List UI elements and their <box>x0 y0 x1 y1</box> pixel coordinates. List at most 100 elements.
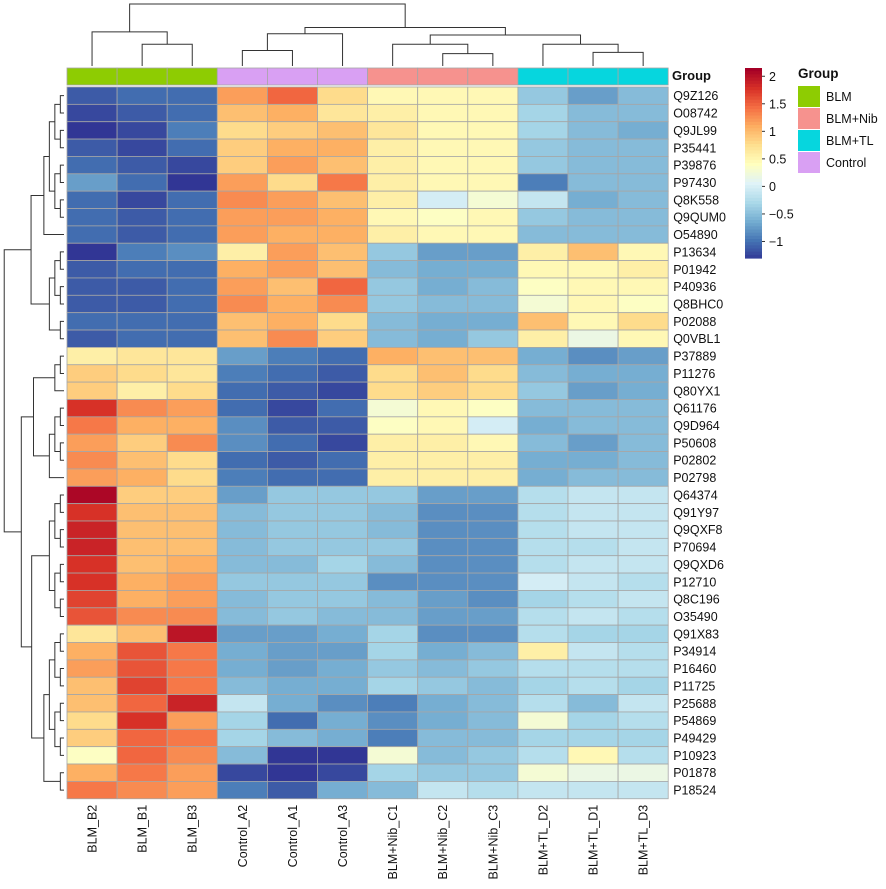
heatmap-cell <box>317 138 368 157</box>
colorbar-segment <box>745 216 762 221</box>
heatmap-cell <box>367 208 419 227</box>
legend-swatch <box>798 108 820 129</box>
heatmap-cell <box>266 746 318 765</box>
heatmap-cell <box>367 607 419 626</box>
heatmap-cell <box>266 728 318 748</box>
dendrogram-branch <box>59 563 64 583</box>
heatmap-cell <box>617 103 669 123</box>
heatmap-cell <box>216 364 268 383</box>
heatmap-cell <box>66 763 118 782</box>
colorbar-segment <box>745 175 762 180</box>
group-annotation-cell <box>317 67 368 86</box>
heatmap-cell <box>216 468 268 487</box>
heatmap-cell <box>266 503 318 522</box>
heatmap-cell <box>116 711 168 730</box>
heatmap-cell <box>467 659 519 678</box>
heatmap-cell <box>417 572 469 591</box>
heatmap-cell <box>417 416 469 435</box>
heatmap-cell <box>567 503 619 522</box>
heatmap-cell <box>216 277 268 296</box>
heatmap-cell <box>617 364 669 383</box>
heatmap-cell <box>617 746 669 765</box>
heatmap-cell <box>517 537 569 557</box>
heatmap-cell <box>216 711 268 730</box>
heatmap-cell <box>66 173 118 192</box>
heatmap-cell <box>66 468 118 487</box>
heatmap-cell <box>317 399 368 418</box>
heatmap-cell <box>367 381 419 400</box>
heatmap-cell <box>266 103 318 123</box>
heatmap-cell <box>317 381 368 400</box>
dendrogram-branch <box>30 195 50 305</box>
heatmap-cell <box>66 433 118 452</box>
dendrogram-branch <box>59 598 64 617</box>
heatmap-cell <box>66 86 118 105</box>
heatmap-cell <box>66 572 118 591</box>
heatmap-cell <box>317 329 368 348</box>
dendrogram-branch <box>59 355 64 374</box>
heatmap-cell <box>367 746 419 765</box>
heatmap-cell <box>216 329 268 348</box>
heatmap-cell <box>367 555 419 574</box>
heatmap-cell <box>66 781 118 800</box>
heatmap-cell <box>266 468 318 487</box>
heatmap-cell <box>467 711 519 730</box>
legend-label: BLM+Nib <box>826 112 878 126</box>
heatmap-cell <box>517 346 569 366</box>
heatmap-cell <box>517 381 569 400</box>
heatmap-cell <box>517 572 569 591</box>
heatmap-cell <box>467 225 519 244</box>
heatmap-cell <box>317 485 368 505</box>
dendrogram-branch <box>54 572 61 609</box>
colorbar-segment <box>745 239 762 243</box>
heatmap-cell <box>617 346 669 366</box>
row-label: Q9JL99 <box>673 124 717 138</box>
heatmap-cell <box>417 190 469 209</box>
heatmap-cell <box>266 676 318 695</box>
colorbar-segment <box>745 131 762 136</box>
heatmap-cell <box>66 728 118 748</box>
heatmap-cell <box>567 433 619 452</box>
heatmap-cell <box>266 572 318 591</box>
heatmap-cell <box>116 86 168 105</box>
heatmap-cell <box>367 312 419 331</box>
colorbar-segment <box>745 232 762 237</box>
heatmap-cell <box>317 676 368 695</box>
colorbar-segment <box>745 99 762 104</box>
heatmap-cell <box>417 329 469 348</box>
heatmap-cell <box>66 329 118 348</box>
heatmap-cell <box>66 503 118 522</box>
row-label: P01878 <box>673 766 716 780</box>
heatmap-cell <box>517 485 569 505</box>
heatmap-cell <box>116 138 168 157</box>
heatmap-cell <box>216 607 268 626</box>
heatmap-cell <box>66 555 118 574</box>
heatmap-cell <box>517 468 569 487</box>
heatmap-cell <box>417 659 469 678</box>
legend-label: Control <box>826 156 866 170</box>
dendrogram-branch <box>59 529 64 548</box>
heatmap-cell <box>617 642 669 661</box>
heatmap-cell <box>367 572 419 591</box>
heatmap-cell <box>166 364 218 383</box>
colorbar-segment <box>745 74 762 79</box>
heatmap-cell <box>367 156 419 175</box>
heatmap-cell <box>417 537 469 557</box>
dendrogram-branch <box>59 286 64 305</box>
heatmap-cell <box>116 190 168 209</box>
heatmap-cell <box>317 242 368 262</box>
heatmap-cell <box>367 138 419 157</box>
heatmap-cell <box>517 190 569 209</box>
column-label: BLM+TL_D1 <box>587 805 601 876</box>
heatmap-cell <box>266 537 318 557</box>
heatmap-cell <box>517 676 569 695</box>
heatmap-cell <box>617 485 669 505</box>
heatmap-cell <box>567 103 619 123</box>
colorbar-segment <box>745 137 762 142</box>
heatmap-cell <box>166 468 218 487</box>
legend-swatch <box>798 152 820 173</box>
heatmap-cell <box>367 242 419 262</box>
heatmap-cell <box>367 190 419 209</box>
heatmap-cell <box>467 763 519 782</box>
heatmap-cell <box>517 503 569 522</box>
